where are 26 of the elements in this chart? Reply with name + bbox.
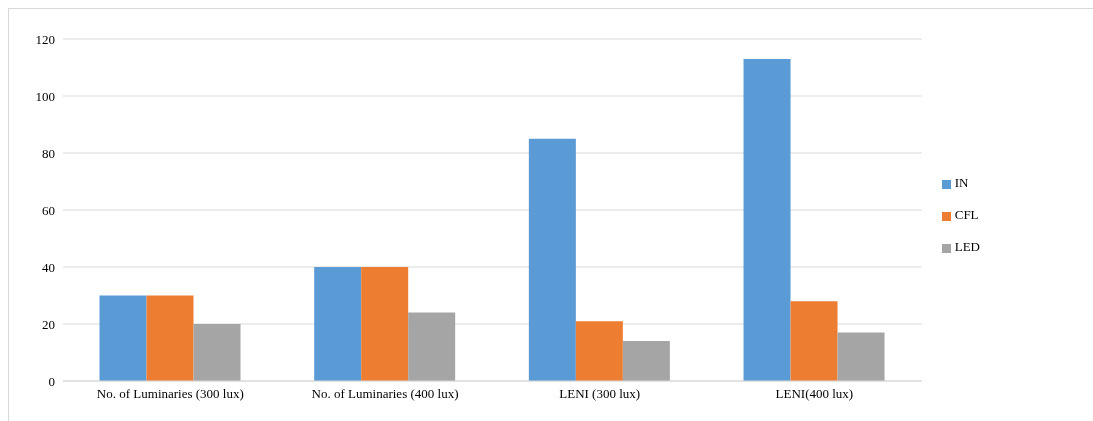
bar [622,341,670,381]
y-tick-label: 40 [42,259,55,275]
bar [790,301,838,381]
y-tick-label: 100 [35,88,55,104]
bar [99,295,147,381]
legend-label: LED [954,239,980,254]
y-tick-label: 20 [42,316,55,332]
bar [837,332,885,381]
bar [408,312,456,381]
bar [528,138,576,381]
bar [146,295,194,381]
y-tick-label: 60 [42,202,55,218]
legend-label: CFL [954,207,979,222]
x-tick-label: LENI (300 lux) [559,386,641,402]
legend-label: IN [954,175,969,190]
y-tick-label: 80 [42,145,55,161]
bar [575,321,623,381]
bar [361,267,409,381]
bar [743,58,791,381]
bar [314,267,362,381]
y-tick-label: 120 [35,31,55,47]
x-tick-label: LENI(400 lux) [775,386,854,402]
x-tick-label: No. of Luminaries (400 lux) [311,386,459,402]
bar [193,324,241,381]
x-tick-label: No. of Luminaries (300 lux) [96,386,244,402]
y-tick-label: 0 [48,373,55,389]
